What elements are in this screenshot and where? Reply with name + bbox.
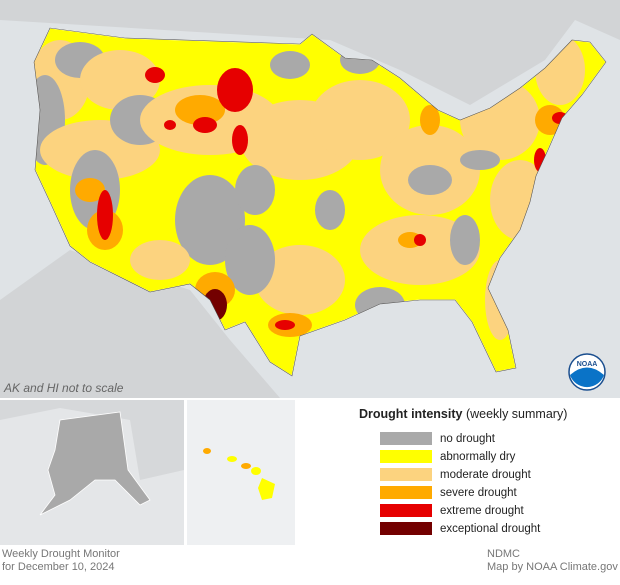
drought-area: [75, 178, 105, 202]
island: [251, 467, 261, 475]
drought-area: [235, 165, 275, 215]
drought-area: [145, 67, 165, 83]
alaska: [39, 411, 151, 516]
footer-source: NDMC: [487, 548, 520, 560]
hawaii: [203, 448, 275, 500]
noaa-logo-wave: [570, 367, 604, 388]
scale-note: AK and HI not to scale: [3, 381, 124, 395]
drought-area: [275, 320, 295, 330]
legend-label: extreme drought: [440, 505, 525, 517]
footer-title: Weekly Drought Monitor: [2, 548, 120, 560]
legend-swatch: [380, 486, 432, 499]
legend-swatch: [380, 468, 432, 481]
footer-date: for December 10, 2024: [2, 561, 115, 573]
drought-area: [217, 68, 253, 112]
noaa-logo-text: NOAA: [577, 361, 598, 368]
legend-swatch: [380, 432, 432, 445]
island: [258, 478, 275, 500]
mexico: [0, 250, 280, 398]
hawaii-panel: [187, 400, 295, 545]
legend-heading: Drought intensity (weekly summary): [359, 407, 567, 421]
footer-credit: Map by NOAA Climate.gov: [487, 561, 618, 573]
drought-area: [255, 245, 345, 315]
drought-area: [408, 165, 452, 195]
legend-panel: [298, 400, 620, 545]
drought-areas: [34, 35, 585, 340]
drought-area: [97, 190, 113, 240]
drought-area: [360, 215, 480, 285]
canada: [0, 0, 620, 105]
drought-area: [175, 175, 245, 265]
drought-area: [420, 105, 440, 135]
island: [227, 456, 237, 462]
drought-area: [175, 95, 225, 125]
drought-area: [310, 80, 410, 160]
legend-label: severe drought: [440, 487, 518, 499]
legend-label: abnormally dry: [440, 451, 516, 463]
drought-area: [315, 190, 345, 230]
drought-area: [164, 120, 176, 130]
legend-swatch: [380, 522, 432, 535]
drought-area: [232, 125, 248, 155]
legend-label: moderate drought: [440, 469, 532, 481]
drought-area: [450, 215, 480, 265]
legend-swatch: [380, 504, 432, 517]
drought-area: [225, 225, 275, 295]
drought-area: [193, 117, 217, 133]
legend: no drought abnormally dry moderate drought…: [380, 432, 541, 535]
legend-label: no drought: [440, 433, 496, 445]
drought-area: [414, 234, 426, 246]
drought-area: [130, 240, 190, 280]
drought-area: [460, 150, 500, 170]
island: [241, 463, 251, 469]
legend-title: Drought intensity: [359, 407, 463, 421]
island: [203, 448, 211, 454]
canada-inset: [0, 400, 184, 480]
legend-swatch: [380, 450, 432, 463]
drought-area: [270, 51, 310, 79]
legend-subtitle: (weekly summary): [466, 407, 567, 421]
legend-label: exceptional drought: [440, 523, 541, 535]
